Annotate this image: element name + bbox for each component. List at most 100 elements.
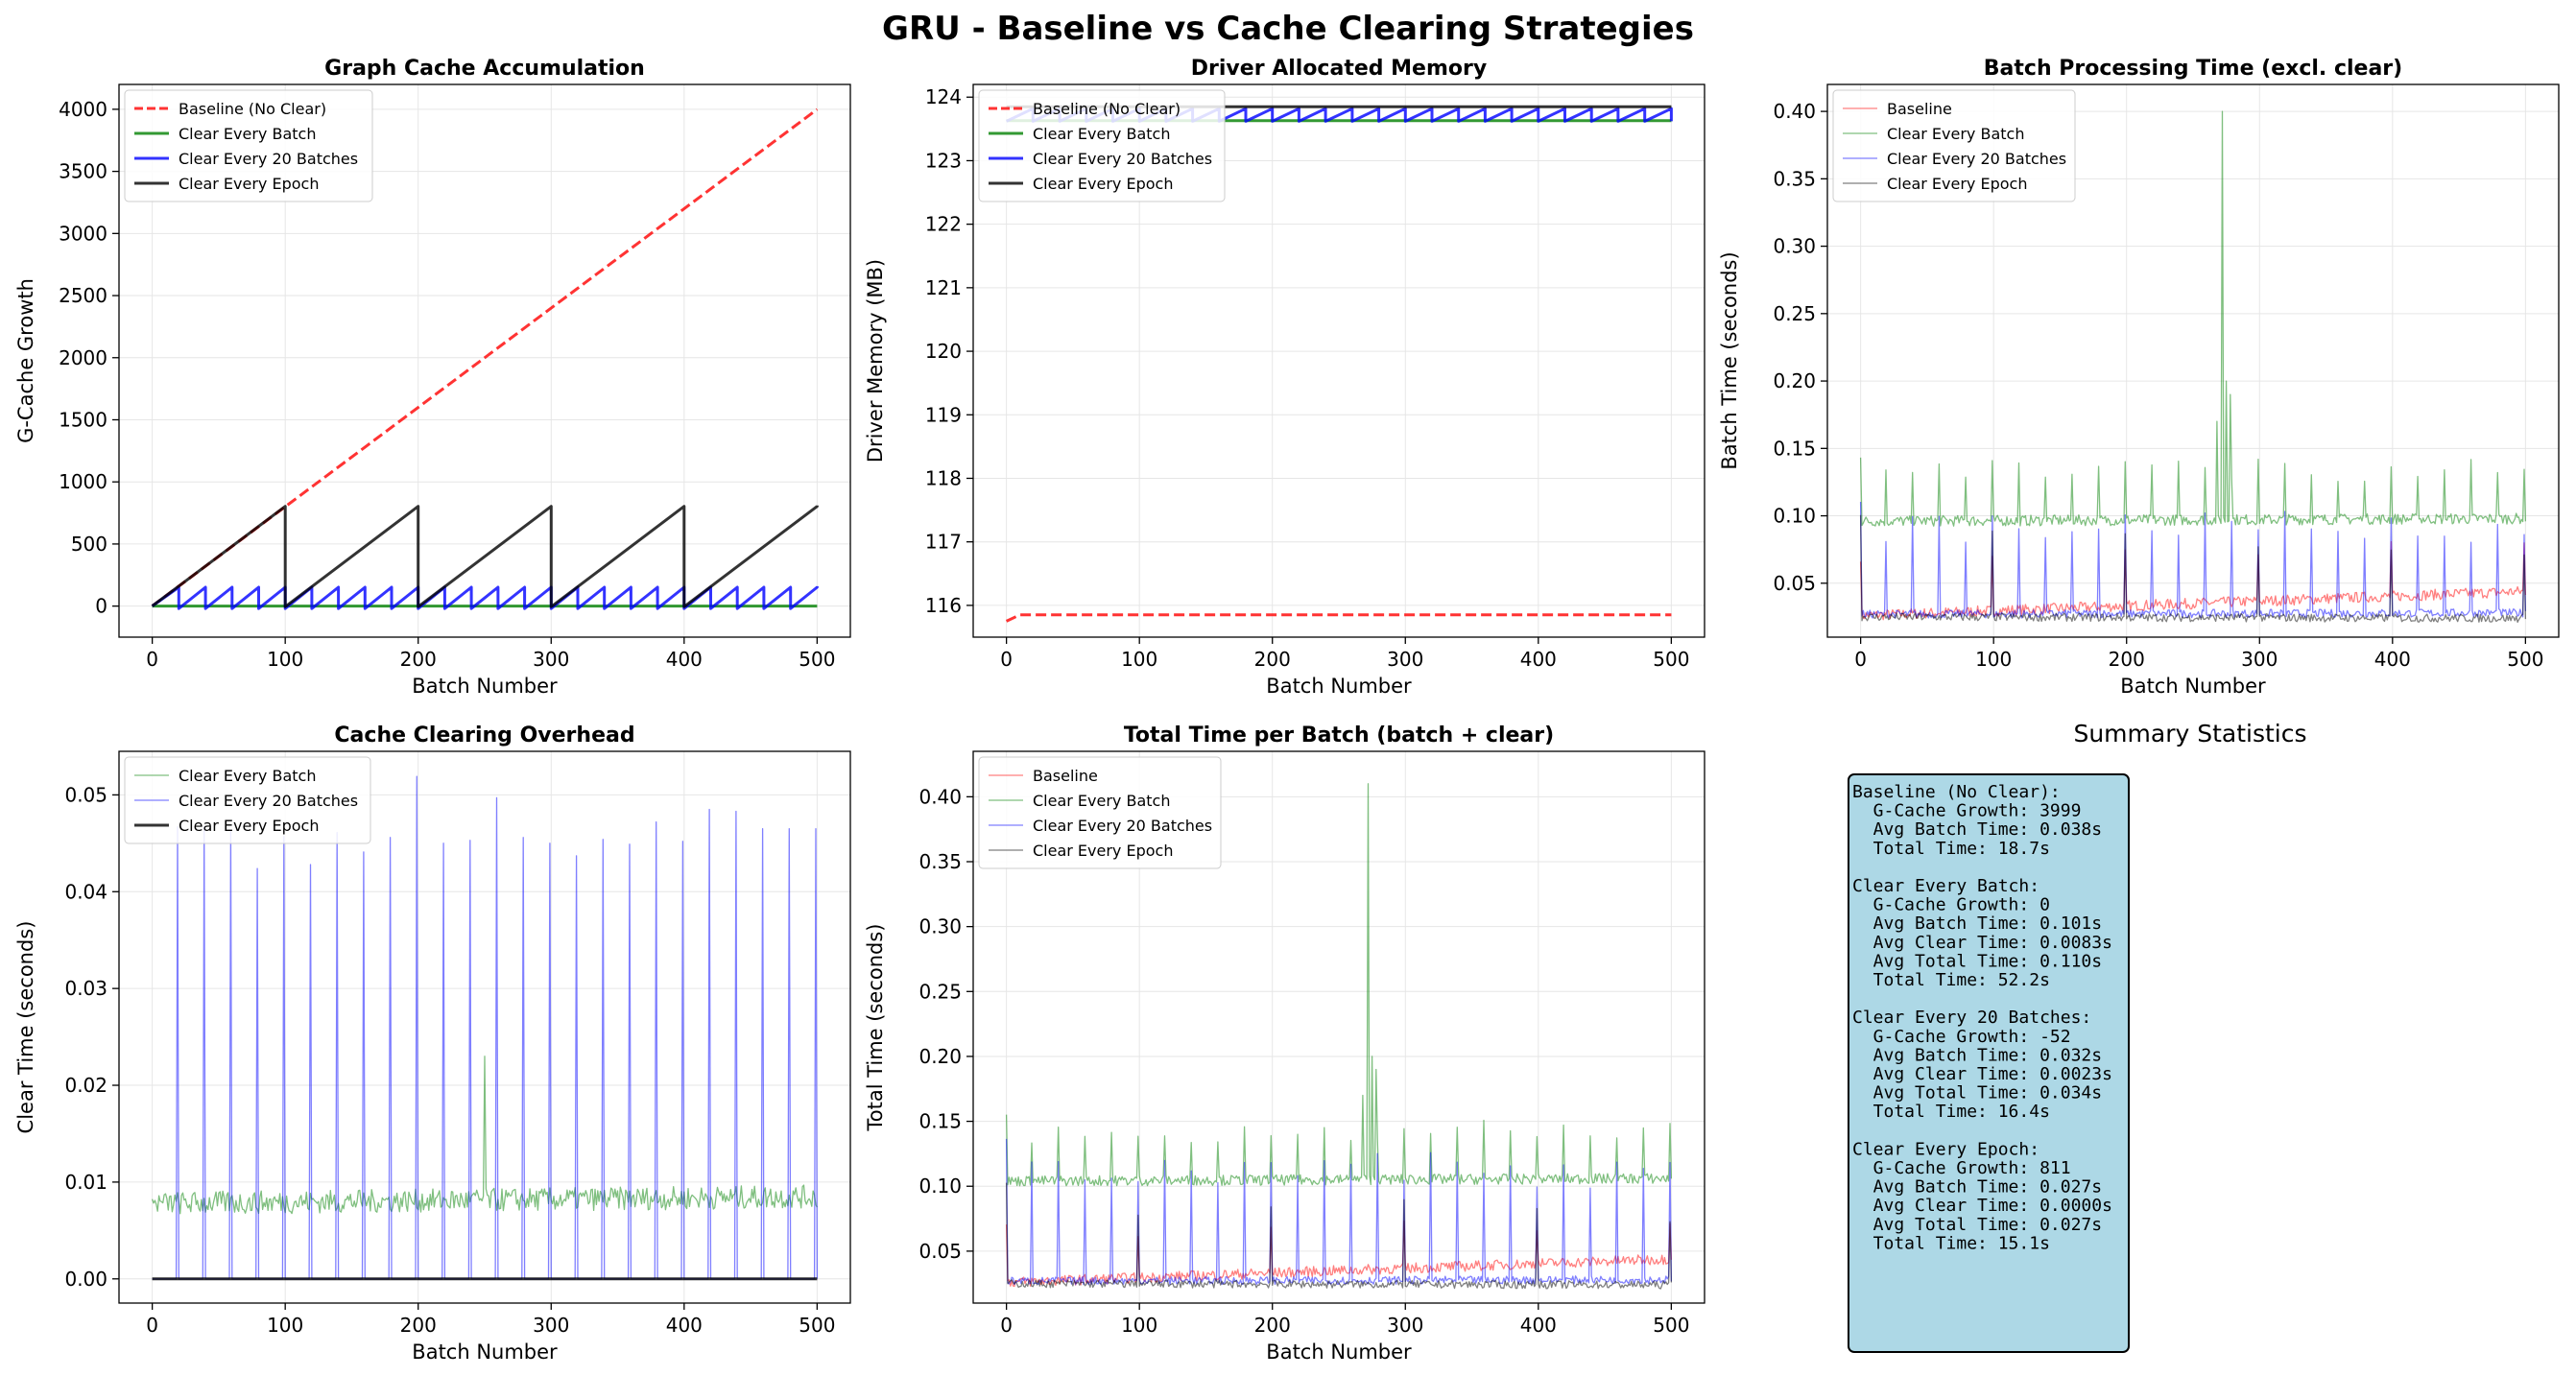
y-tick-label: 1500 xyxy=(59,408,107,431)
summary-line: Avg Total Time: 0.027s xyxy=(1852,1215,2102,1235)
summary-line: Total Time: 15.1s xyxy=(1852,1233,2050,1253)
series-line-clear-every-batch xyxy=(1859,110,2527,527)
x-axis-label: Batch Number xyxy=(412,675,558,698)
x-tick-label: 400 xyxy=(1520,1314,1557,1337)
y-tick-label: 0.10 xyxy=(918,1174,962,1198)
axes-layer: 0 100 200 300 400 500050010001500200025003000… xyxy=(14,57,2560,1364)
legend-label: Clear Every 20 Batches xyxy=(1887,150,2066,168)
y-tick-label: 0.30 xyxy=(918,915,962,938)
summary-line: Clear Every 20 Batches: xyxy=(1852,1008,2091,1028)
x-tick-label: 0 xyxy=(146,648,158,671)
chart-title: Graph Cache Accumulation xyxy=(324,57,645,81)
legend: Baseline (No Clear) Clear Every Batch Clea… xyxy=(124,89,373,202)
series-group xyxy=(1859,110,2527,624)
legend-label: Clear Every Epoch xyxy=(179,175,319,193)
y-tick-label: 3000 xyxy=(59,222,107,245)
series-group xyxy=(151,107,819,610)
figure-title: GRU - Baseline vs Cache Clearing Strateg… xyxy=(882,10,1694,48)
y-tick-label: 0.20 xyxy=(1773,369,1816,392)
y-tick-label: 0.05 xyxy=(64,783,107,806)
summary-line: Avg Clear Time: 0.0083s xyxy=(1852,933,2112,953)
series-line-clear-every-20-batches xyxy=(1859,501,2527,619)
y-tick-label: 500 xyxy=(71,533,107,556)
legend-label: Clear Every Epoch xyxy=(1033,842,1173,860)
x-tick-label: 0 xyxy=(146,1314,158,1337)
series-line-baseline xyxy=(1005,1220,1673,1288)
x-tick-label: 500 xyxy=(799,1314,835,1337)
y-tick-label: 0.15 xyxy=(918,1110,962,1133)
legend-frame xyxy=(978,756,1222,869)
y-tick-label: 0.03 xyxy=(64,977,107,1000)
summary-line: Total Time: 52.2s xyxy=(1852,970,2050,990)
x-tick-label: 500 xyxy=(1653,1314,1689,1337)
legend: Baseline Clear Every Batch Clear Every 20 … xyxy=(978,756,1222,869)
x-axis-label: Batch Number xyxy=(1266,1340,1412,1364)
series-line-baseline xyxy=(1859,540,2527,621)
y-tick-label: 117 xyxy=(925,531,962,554)
summary-line: G-Cache Growth: 811 xyxy=(1852,1158,2071,1178)
series-line-clear-every-20-batches xyxy=(151,585,819,610)
x-tick-label: 200 xyxy=(1254,1314,1291,1337)
y-tick-label: 0.35 xyxy=(918,850,962,873)
legend-frame xyxy=(1832,89,2076,202)
legend-frame xyxy=(124,756,371,844)
x-tick-label: 500 xyxy=(799,648,835,671)
legend: Baseline (No Clear) Clear Every Batch Clea… xyxy=(978,89,1226,202)
summary-line: Avg Batch Time: 0.032s xyxy=(1852,1045,2102,1065)
summary-line: Avg Total Time: 0.034s xyxy=(1852,1083,2102,1103)
series-line-clear-every-batch xyxy=(151,1056,818,1215)
series-line-clear-every-epoch xyxy=(1859,514,2527,624)
legend: Clear Every Batch Clear Every 20 Batches C… xyxy=(124,756,371,844)
y-tick-label: 0.35 xyxy=(1773,167,1816,190)
y-tick-label: 1000 xyxy=(59,470,107,493)
y-axis-label: Clear Time (seconds) xyxy=(14,921,37,1134)
y-tick-label: 0.02 xyxy=(64,1074,107,1097)
x-tick-label: 500 xyxy=(1653,648,1689,671)
x-axis-label: Batch Number xyxy=(412,1340,558,1364)
y-tick-label: 2000 xyxy=(59,346,107,369)
y-tick-label: 3500 xyxy=(59,160,107,183)
y-tick-label: 120 xyxy=(925,340,962,363)
chart-panel-5: 0 100 200 300 400 500 0.05 0.10 0.15 0.20 0.25 0.30… xyxy=(864,724,1705,1364)
x-axis-label: Batch Number xyxy=(1266,675,1412,698)
series-group xyxy=(1005,783,1673,1290)
chart-panel-1: 0 100 200 300 400 500 0 500 1000 1500 2000 2500 3000… xyxy=(14,57,851,698)
legend-frame xyxy=(978,89,1226,202)
legend-label: Clear Every Epoch xyxy=(1887,175,2027,193)
axes-frame xyxy=(118,83,851,638)
y-tick-label: 0.30 xyxy=(1773,235,1816,258)
y-axis-label: G-Cache Growth xyxy=(14,278,37,443)
x-tick-label: 100 xyxy=(267,648,303,671)
summary-line: Clear Every Batch: xyxy=(1852,876,2039,896)
summary-line: Avg Batch Time: 0.027s xyxy=(1852,1177,2102,1198)
x-tick-label: 300 xyxy=(533,1314,569,1337)
legend-label: Clear Every Batch xyxy=(179,767,316,785)
legend-label: Clear Every Epoch xyxy=(179,817,319,835)
series-line-clear-every-epoch xyxy=(151,505,819,608)
legend-label: Baseline xyxy=(1887,100,1952,118)
summary-line: Avg Batch Time: 0.038s xyxy=(1852,819,2102,840)
series-line-clear-every-20-batches xyxy=(1005,1138,1673,1286)
x-tick-label: 200 xyxy=(400,1314,437,1337)
y-tick-label: 123 xyxy=(925,149,962,172)
legend-label: Baseline (No Clear) xyxy=(179,100,326,118)
legend-label: Clear Every Epoch xyxy=(1033,175,1173,193)
y-tick-label: 0 xyxy=(95,595,107,618)
x-tick-label: 300 xyxy=(1387,1314,1423,1337)
legend-label: Clear Every 20 Batches xyxy=(1033,150,1212,168)
y-tick-label: 0.05 xyxy=(1773,572,1816,595)
y-tick-label: 118 xyxy=(925,466,962,489)
summary-line: G-Cache Growth: 3999 xyxy=(1852,801,2081,821)
summary-line: Baseline (No Clear): xyxy=(1852,782,2061,802)
axes-frame xyxy=(1826,83,2560,638)
legend-label: Clear Every Batch xyxy=(1033,125,1170,143)
legend-label: Clear Every Batch xyxy=(1033,792,1170,810)
y-tick-label: 2500 xyxy=(59,284,107,307)
summary-box xyxy=(1848,773,2130,1353)
y-tick-label: 116 xyxy=(925,594,962,617)
y-tick-label: 0.10 xyxy=(1773,505,1816,528)
y-axis-label: Batch Time (seconds) xyxy=(1718,251,1741,469)
x-tick-label: 400 xyxy=(666,1314,703,1337)
legend: Baseline Clear Every Batch Clear Every 20 … xyxy=(1832,89,2076,202)
x-tick-label: 0 xyxy=(1000,648,1013,671)
